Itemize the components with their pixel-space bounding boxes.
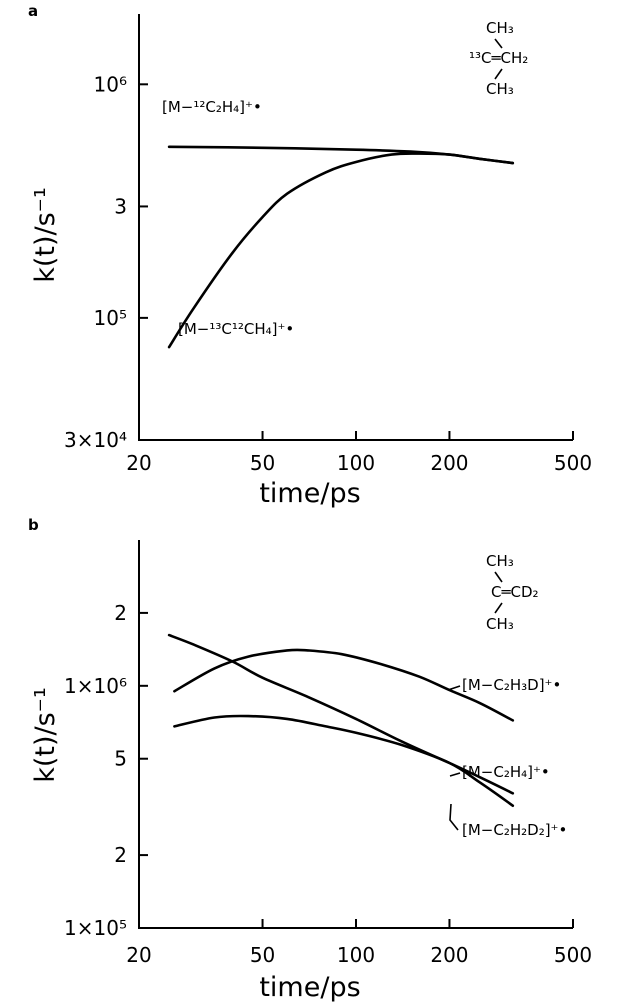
panel-a-x-tick-label: 50 xyxy=(250,451,275,475)
molecule-a-middle: ¹³C═CH₂ xyxy=(469,49,528,67)
molecule-b-middle: C═CD₂ xyxy=(491,583,539,601)
panel-b-y-axis-title: k(t)/s⁻¹ xyxy=(30,687,61,783)
panel-a-y-tick-label: 10⁶ xyxy=(94,72,127,96)
panel-b-series-label-2: [M−C₂H₂D₂]⁺• xyxy=(462,821,567,839)
panel-a-x-tick-label: 200 xyxy=(430,451,468,475)
molecule-b-bond-bottom xyxy=(494,602,503,614)
panel-b-x-tick-label: 20 xyxy=(126,943,151,967)
panel-a-molecule: CH₃ ¹³C═CH₂ CH₃ xyxy=(469,19,528,98)
panel-b-y-tick-label: 2 xyxy=(114,843,127,867)
panel-b-series-line-0 xyxy=(173,648,515,722)
panel-b-x-tick-label: 100 xyxy=(337,943,375,967)
panel-b-chart: b time/ps k(t)/s⁻¹ CH₃ C═CD₂ CH₃ 20 50 100… xyxy=(28,516,592,1003)
panel-b-y-tick-label: 1×10⁵ xyxy=(64,916,127,940)
panel-b-y-tick-label: 5 xyxy=(114,747,127,771)
panel-b-series-label-1: [M−C₂H₄]⁺• xyxy=(462,763,550,781)
panel-b-x-axis-title: time/ps xyxy=(259,972,360,1003)
panel-b-x-tick-label: 200 xyxy=(430,943,468,967)
panel-b-series-line-2 xyxy=(173,714,515,807)
molecule-a-bond-bottom xyxy=(494,68,503,80)
panel-a-x-tick-label: 500 xyxy=(554,451,592,475)
molecule-a-bond-top xyxy=(494,38,503,49)
molecule-b-bond-top xyxy=(494,571,503,583)
panel-a-series-label-1: [M−¹³C¹²CH₄]⁺• xyxy=(178,320,294,338)
panel-b-x-tick-label: 500 xyxy=(554,943,592,967)
panel-a-axes xyxy=(138,14,573,441)
panel-a-y-tick-label: 3×10⁴ xyxy=(64,428,127,452)
panel-a-x-tick-label: 100 xyxy=(337,451,375,475)
panel-b-y-tick-label: 2 xyxy=(114,601,127,625)
panel-a-y-tick-label: 10⁵ xyxy=(94,306,127,330)
panel-a-series-label-0: [M−¹²C₂H₄]⁺• xyxy=(162,98,262,116)
panel-a-y-tick-label: 3 xyxy=(114,194,127,218)
panel-a-x-tick-label: 20 xyxy=(126,451,151,475)
panel-a-series-line-1 xyxy=(167,152,515,349)
panel-a-chart: a time/ps k(t)/s⁻¹ CH₃ ¹³C═CH₂ CH₃ 20 50 1… xyxy=(28,2,592,509)
molecule-b-top: CH₃ xyxy=(486,552,514,570)
panel-b-x-tick-label: 50 xyxy=(250,943,275,967)
panel-b-molecule: CH₃ C═CD₂ CH₃ xyxy=(486,552,539,633)
molecule-a-top: CH₃ xyxy=(486,19,514,37)
panel-b-series-leader-0 xyxy=(447,685,461,691)
panel-a-y-axis-title: k(t)/s⁻¹ xyxy=(30,187,61,283)
molecule-b-bottom: CH₃ xyxy=(486,615,514,633)
panel-a-x-axis-title: time/ps xyxy=(259,478,360,509)
panel-a-letter: a xyxy=(28,2,38,20)
panel-b-series-line-1 xyxy=(167,633,515,795)
molecule-a-bottom: CH₃ xyxy=(486,80,514,98)
panel-b-y-tick-label: 1×10⁶ xyxy=(64,674,127,698)
panel-b-series-label-0: [M−C₂H₃D]⁺• xyxy=(462,676,561,694)
panel-b-series-leader-1 xyxy=(449,772,461,777)
panel-b-letter: b xyxy=(28,516,39,534)
panel-b-series-leader-2 xyxy=(449,803,459,831)
